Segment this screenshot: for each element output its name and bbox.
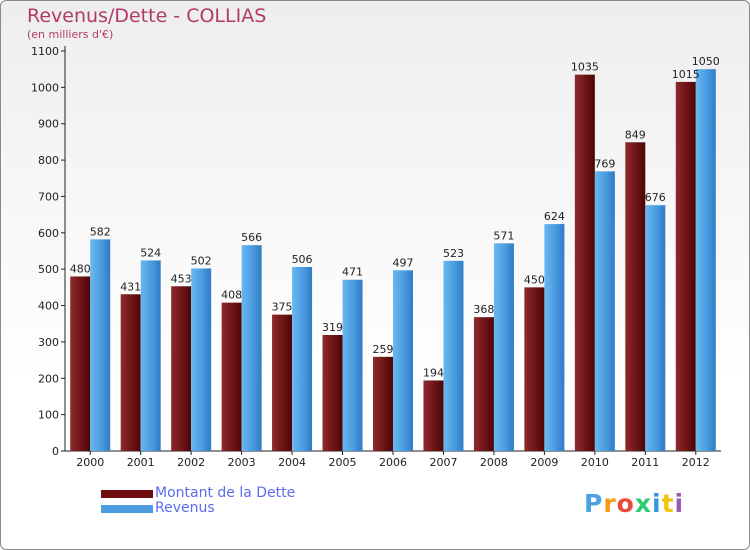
bar-debt-2004	[272, 314, 293, 451]
bar-revenue-2008	[493, 243, 514, 451]
logo-letter: i	[652, 489, 662, 518]
data-label-revenue-2000: 582	[90, 225, 111, 238]
data-label-revenue-2006: 497	[393, 256, 414, 269]
bar-debt-2011	[625, 142, 646, 452]
data-label-revenue-2001: 524	[140, 246, 161, 259]
x-tick-label-2004: 2004	[278, 456, 306, 469]
y-tick-label-900: 900	[38, 118, 59, 131]
logo-letter: o	[616, 489, 635, 518]
bar-debt-2008	[473, 317, 494, 451]
data-label-debt-2010: 1035	[571, 61, 599, 74]
legend-swatch-revenue	[101, 505, 153, 513]
bar-revenue-2012	[695, 69, 716, 451]
bar-revenue-2002	[191, 268, 212, 451]
legend-label-revenue: Revenus	[155, 500, 215, 516]
y-tick-label-1100: 1100	[31, 45, 59, 58]
bar-revenue-2010	[594, 171, 615, 451]
data-label-debt-2004: 375	[272, 301, 293, 314]
data-label-debt-2003: 408	[221, 289, 242, 302]
x-tick-label-2000: 2000	[76, 456, 104, 469]
data-label-debt-2011: 849	[625, 128, 646, 141]
data-label-revenue-2010: 769	[594, 157, 615, 170]
data-label-debt-2000: 480	[70, 262, 91, 275]
data-label-revenue-2002: 502	[191, 254, 212, 267]
x-tick-label-2003: 2003	[228, 456, 256, 469]
bar-debt-2012	[675, 81, 696, 451]
data-label-debt-2005: 319	[322, 321, 343, 334]
data-label-debt-2006: 259	[373, 343, 394, 356]
chart-subtitle: (en milliers d'€)	[27, 28, 114, 41]
chart-title: Revenus/Dette - COLLIAS	[27, 5, 267, 27]
data-label-revenue-2005: 471	[342, 266, 363, 279]
legend-swatch-debt	[101, 490, 153, 498]
bar-debt-2009	[524, 287, 545, 451]
bar-revenue-2005	[342, 279, 363, 451]
x-tick-label-2005: 2005	[329, 456, 357, 469]
x-tick-label-2011: 2011	[631, 456, 659, 469]
bar-revenue-2003	[241, 245, 262, 451]
bar-revenue-2001	[140, 260, 161, 451]
logo-letter: i	[674, 489, 685, 518]
data-label-revenue-2007: 523	[443, 247, 464, 260]
x-tick-label-2010: 2010	[581, 456, 609, 469]
y-tick-label-0: 0	[52, 445, 59, 458]
bar-debt-2003	[221, 302, 242, 451]
x-tick-label-2002: 2002	[177, 456, 205, 469]
data-label-revenue-2003: 566	[241, 231, 262, 244]
data-label-debt-2007: 194	[423, 366, 444, 379]
data-label-revenue-2008: 571	[493, 229, 514, 242]
legend-label-debt: Montant de la Dette	[155, 485, 296, 501]
data-label-debt-2002: 453	[171, 272, 192, 285]
data-label-debt-2008: 368	[473, 303, 494, 316]
logo-letter: t	[661, 489, 675, 518]
bar-revenue-2000	[90, 239, 111, 451]
x-tick-label-2009: 2009	[530, 456, 558, 469]
data-label-debt-2009: 450	[524, 273, 545, 286]
y-tick-label-1000: 1000	[31, 81, 59, 94]
y-tick-label-500: 500	[38, 263, 59, 276]
y-tick-label-700: 700	[38, 190, 59, 203]
data-label-revenue-2009: 624	[544, 210, 565, 223]
y-tick-label-800: 800	[38, 154, 59, 167]
bar-debt-2002	[171, 286, 192, 451]
logo-letter: x	[634, 489, 652, 518]
y-tick-label-200: 200	[38, 372, 59, 385]
x-tick-label-2012: 2012	[682, 456, 710, 469]
data-label-revenue-2012: 1050	[692, 55, 720, 68]
bar-revenue-2004	[292, 267, 313, 451]
data-label-revenue-2011: 676	[645, 191, 666, 204]
bar-debt-2005	[322, 335, 343, 451]
logo-letter: P	[584, 489, 604, 518]
bar-revenue-2011	[645, 205, 666, 451]
proxiti-logo: Proxiti	[584, 489, 684, 518]
bar-debt-2000	[70, 276, 91, 451]
bar-revenue-2007	[443, 260, 464, 451]
y-tick-label-100: 100	[38, 409, 59, 422]
data-label-revenue-2004: 506	[292, 253, 313, 266]
x-tick-label-2006: 2006	[379, 456, 407, 469]
y-tick-label-400: 400	[38, 300, 59, 313]
y-tick-label-600: 600	[38, 227, 59, 240]
bar-revenue-2009	[544, 224, 565, 451]
bar-debt-2006	[373, 356, 393, 451]
logo-letter: r	[603, 489, 617, 518]
x-tick-label-2001: 2001	[127, 456, 155, 469]
data-label-debt-2012: 1015	[672, 68, 700, 81]
bar-debt-2007	[423, 380, 444, 451]
x-tick-label-2007: 2007	[429, 456, 457, 469]
bar-debt-2001	[120, 294, 141, 451]
bar-revenue-2006	[393, 270, 413, 451]
y-tick-label-300: 300	[38, 336, 59, 349]
x-tick-label-2008: 2008	[480, 456, 508, 469]
data-label-debt-2001: 431	[120, 280, 141, 293]
bar-debt-2010	[574, 74, 595, 452]
